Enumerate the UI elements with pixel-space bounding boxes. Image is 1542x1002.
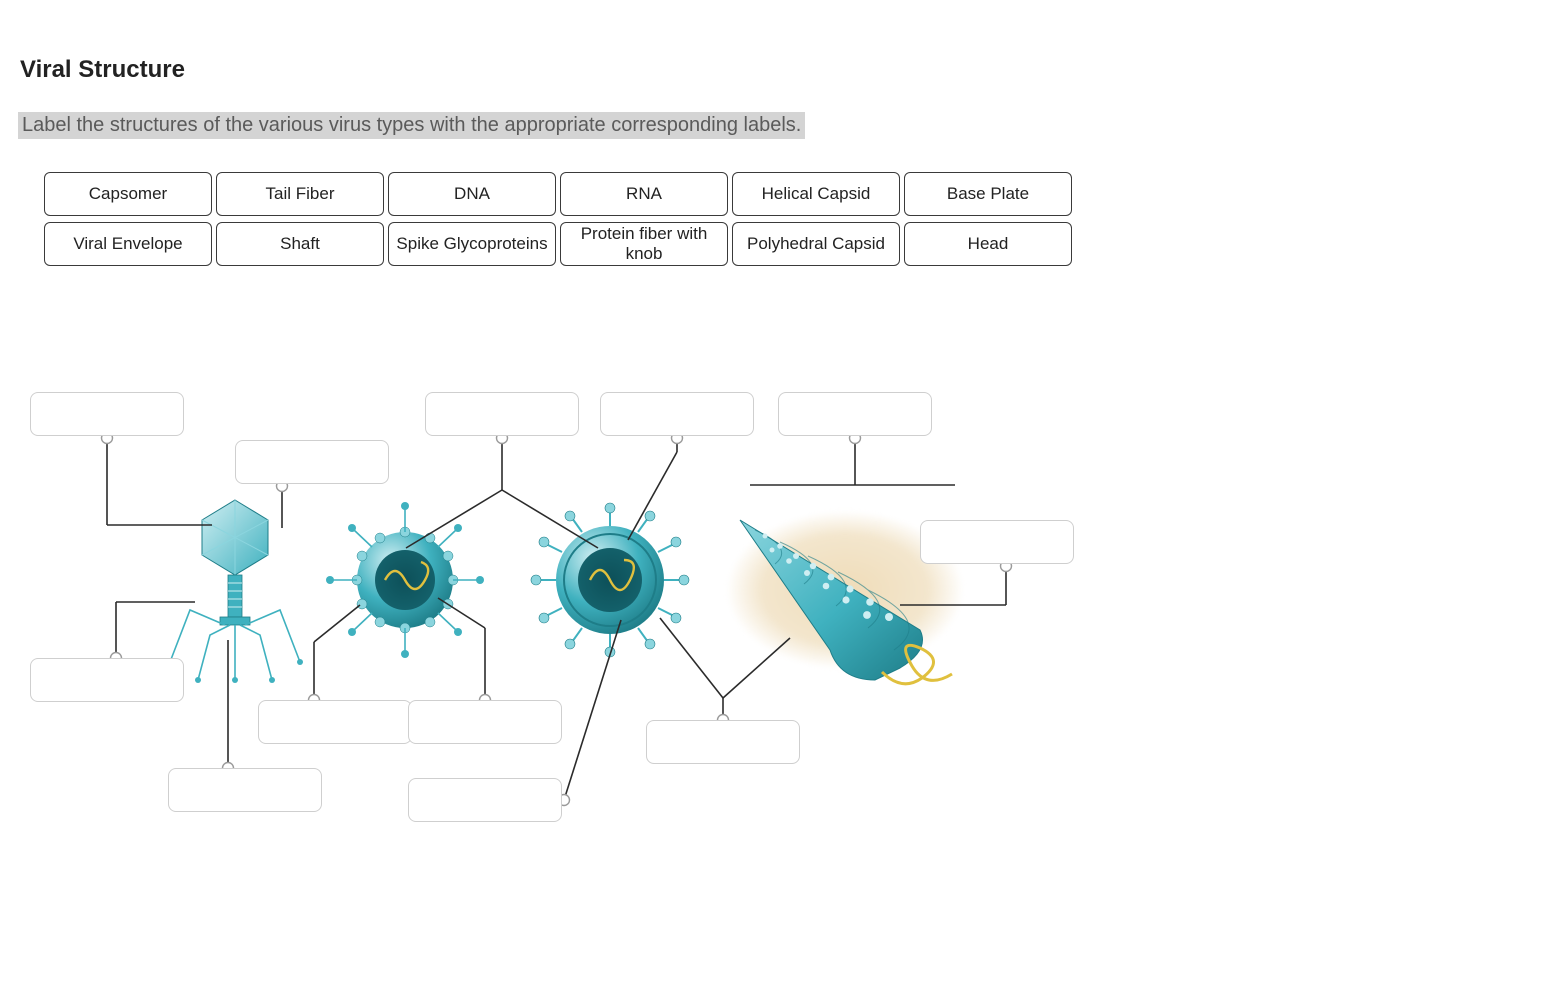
label-chip[interactable]: Capsomer — [44, 172, 212, 216]
label-chip[interactable]: RNA — [560, 172, 728, 216]
diagram-area — [20, 380, 1120, 900]
label-chip[interactable]: Polyhedral Capsid — [732, 222, 900, 266]
label-chip[interactable]: Protein fiber with knob — [560, 222, 728, 266]
drop-slot[interactable] — [408, 700, 562, 744]
drop-slot[interactable] — [425, 392, 579, 436]
drop-slot[interactable] — [646, 720, 800, 764]
label-chip[interactable]: Spike Glycoproteins — [388, 222, 556, 266]
label-chip[interactable]: Head — [904, 222, 1072, 266]
drop-slot[interactable] — [258, 700, 412, 744]
instructions-text: Label the structures of the various viru… — [18, 112, 805, 139]
label-chip[interactable]: Base Plate — [904, 172, 1072, 216]
drop-slot[interactable] — [30, 658, 184, 702]
label-chip[interactable]: DNA — [388, 172, 556, 216]
drop-slot[interactable] — [920, 520, 1074, 564]
leader-lines-layer — [20, 380, 1120, 900]
drop-slot[interactable] — [778, 392, 932, 436]
label-chip[interactable]: Shaft — [216, 222, 384, 266]
label-bank: Capsomer Tail Fiber DNA RNA Helical Caps… — [44, 172, 1072, 266]
drop-slot[interactable] — [30, 392, 184, 436]
label-row-2: Viral Envelope Shaft Spike Glycoproteins… — [44, 222, 1072, 266]
drop-slot[interactable] — [168, 768, 322, 812]
label-chip[interactable]: Viral Envelope — [44, 222, 212, 266]
label-row-1: Capsomer Tail Fiber DNA RNA Helical Caps… — [44, 172, 1072, 216]
label-chip[interactable]: Helical Capsid — [732, 172, 900, 216]
drop-slot[interactable] — [600, 392, 754, 436]
label-chip[interactable]: Tail Fiber — [216, 172, 384, 216]
drop-slot[interactable] — [408, 778, 562, 822]
drop-slot[interactable] — [235, 440, 389, 484]
page-title: Viral Structure — [20, 56, 185, 84]
page-root: Viral Structure Label the structures of … — [0, 0, 1542, 1002]
